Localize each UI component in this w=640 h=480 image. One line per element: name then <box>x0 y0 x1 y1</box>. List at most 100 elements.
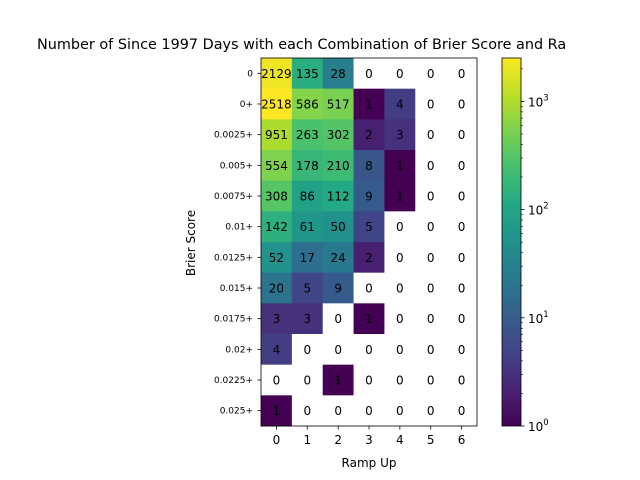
cell-value-label: 112 <box>327 190 350 204</box>
cell-value-label: 0 <box>427 98 435 112</box>
heatmap-cell <box>415 272 447 304</box>
heatmap-cell <box>291 58 324 90</box>
heatmap-cell <box>446 88 478 120</box>
cell-value-label: 61 <box>300 220 315 234</box>
x-tick-label: 0 <box>273 433 281 447</box>
heatmap-cell <box>322 272 355 304</box>
heatmap-cell <box>446 58 478 90</box>
x-axis-label: Ramp Up <box>342 456 397 470</box>
heatmap-cell <box>261 395 293 427</box>
heatmap-cell <box>384 119 416 151</box>
cell-value-label: 2518 <box>261 98 292 112</box>
heatmap-cell <box>446 334 478 366</box>
heatmap-cell <box>446 180 478 212</box>
heatmap-cell <box>322 88 355 120</box>
cell-value-label: 0 <box>334 343 342 357</box>
cell-value-label: 0 <box>396 282 404 296</box>
cell-value-label: 0 <box>458 128 466 142</box>
cell-value-label: 4 <box>273 343 281 357</box>
heatmap-cell <box>353 58 385 90</box>
x-tick-label: 5 <box>427 433 435 447</box>
cell-value-label: 142 <box>265 220 288 234</box>
heatmap-cell <box>291 364 324 396</box>
heatmap-cell <box>415 180 447 212</box>
heatmap-cell <box>322 58 355 90</box>
heatmap-cell <box>291 211 324 243</box>
heatmap-cell <box>446 395 478 427</box>
heatmap-cell <box>384 58 416 90</box>
chart-title: Number of Since 1997 Days with each Comb… <box>37 37 566 53</box>
heatmap-cell <box>322 395 355 427</box>
heatmap-cell <box>353 119 385 151</box>
y-axis: 0 0+ 0.0025+ 0.005+ 0.0075+ 0.01+ 0.0125+ 0.015… <box>214 69 261 417</box>
y-tick-label: 0.0175+ <box>214 315 253 325</box>
heatmap-cell <box>415 334 447 366</box>
heatmap-cell <box>446 364 478 396</box>
cell-value-label: 951 <box>265 128 288 142</box>
cell-value-label: 3 <box>273 312 281 326</box>
heatmap-cell <box>446 272 478 304</box>
cell-value-label: 0 <box>334 312 342 326</box>
y-tick-label: 0.01+ <box>225 223 253 233</box>
cell-value-label: 2129 <box>261 67 292 81</box>
cell-value-label: 0 <box>458 343 466 357</box>
heatmap-cell <box>415 211 447 243</box>
heatmap-cell <box>415 119 447 151</box>
heatmap-cell <box>384 180 416 212</box>
cell-value-label: 1 <box>396 159 404 173</box>
heatmap-cell <box>415 303 447 335</box>
cell-value-label: 210 <box>327 159 350 173</box>
heatmap-cell <box>261 150 293 182</box>
heatmap-cell <box>322 303 355 335</box>
heatmap-cell <box>261 303 293 335</box>
y-tick-label: 0.02+ <box>225 345 253 355</box>
cell-value-label: 0 <box>458 98 466 112</box>
y-tick-label: 0.0025+ <box>214 131 253 141</box>
cell-value-label: 0 <box>427 159 435 173</box>
cell-value-label: 0 <box>458 159 466 173</box>
heatmap-cell <box>415 364 447 396</box>
cell-value-label: 0 <box>458 220 466 234</box>
heatmap-cell <box>415 242 447 274</box>
colorbar-tick-label: 101 <box>528 310 549 326</box>
heatmap-cell <box>446 119 478 151</box>
heatmap-cell <box>446 242 478 274</box>
heatmap-cell <box>384 242 416 274</box>
heatmap-cell <box>384 150 416 182</box>
colorbar-tick-label: 103 <box>528 93 549 109</box>
heatmap-cell <box>415 150 447 182</box>
cell-value-label: 0 <box>458 282 466 296</box>
cell-value-label: 17 <box>300 251 315 265</box>
heatmap-cell <box>322 242 355 274</box>
cell-value-label: 135 <box>296 67 319 81</box>
cell-value-label: 1 <box>365 312 373 326</box>
cell-value-label: 0 <box>303 374 311 388</box>
colorbar-tick-label: 100 <box>528 418 549 434</box>
cell-value-label: 0 <box>427 404 435 418</box>
heatmap-cell <box>261 211 293 243</box>
cell-value-label: 0 <box>365 282 373 296</box>
heatmap-cell <box>384 272 416 304</box>
cell-value-label: 50 <box>331 220 346 234</box>
cell-value-label: 3 <box>396 128 404 142</box>
cell-value-label: 0 <box>427 374 435 388</box>
cell-value-label: 0 <box>273 374 281 388</box>
cell-value-label: 0 <box>427 343 435 357</box>
cell-value-label: 0 <box>458 67 466 81</box>
y-tick-label: 0.025+ <box>220 407 253 417</box>
cell-value-label: 0 <box>396 312 404 326</box>
heatmap-cell <box>353 242 385 274</box>
cell-value-label: 0 <box>396 67 404 81</box>
heatmap-cell <box>415 88 447 120</box>
cell-value-label: 0 <box>396 374 404 388</box>
heatmap-cell <box>291 272 324 304</box>
cell-value-label: 0 <box>334 404 342 418</box>
heatmap-cell <box>384 364 416 396</box>
y-tick-label: 0.015+ <box>220 284 253 294</box>
cell-value-label: 0 <box>427 251 435 265</box>
heatmap-cell <box>261 334 293 366</box>
cell-value-label: 24 <box>331 251 346 265</box>
cell-value-label: 0 <box>365 67 373 81</box>
cell-value-label: 3 <box>303 312 311 326</box>
